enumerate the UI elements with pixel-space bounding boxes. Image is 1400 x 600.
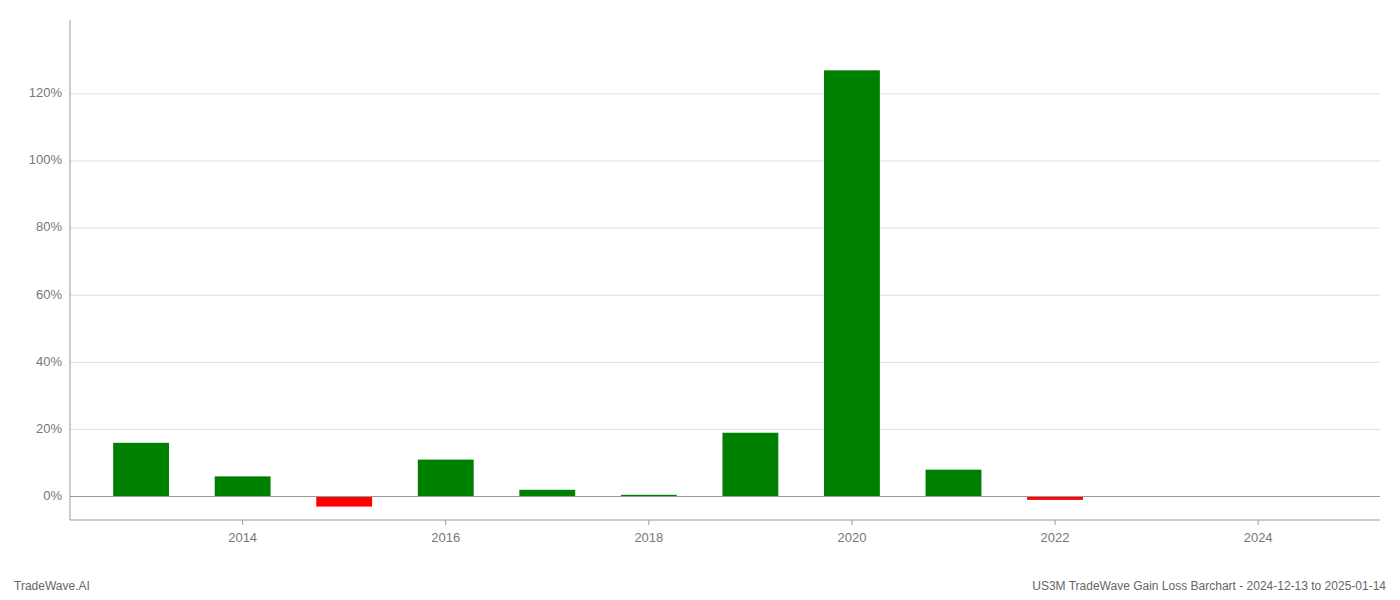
bar — [113, 443, 169, 497]
bar — [824, 70, 880, 496]
grid-line — [70, 496, 1380, 497]
y-tick-label: 60% — [36, 287, 62, 302]
x-tick — [242, 520, 243, 525]
x-tick-label: 2024 — [1244, 530, 1273, 545]
x-tick-label: 2016 — [431, 530, 460, 545]
grid-line — [70, 295, 1380, 296]
x-tick-label: 2018 — [634, 530, 663, 545]
grid-line — [70, 93, 1380, 94]
footer-left: TradeWave.AI — [14, 579, 90, 593]
grid-line — [70, 160, 1380, 161]
bar — [215, 476, 271, 496]
grid — [70, 94, 1380, 497]
bar — [418, 460, 474, 497]
y-tick-label: 40% — [36, 354, 62, 369]
y-axis-line — [70, 20, 71, 520]
y-tick-label: 100% — [29, 152, 63, 167]
zero-line — [70, 496, 1380, 497]
x-tick-label: 2022 — [1041, 530, 1070, 545]
grid-line — [70, 228, 1380, 229]
y-tick-label: 80% — [36, 219, 62, 234]
x-axis-line — [70, 519, 1380, 520]
x-tick-label: 2020 — [837, 530, 866, 545]
chart: 0%20%40%60%80%100%120%201420162018202020… — [0, 0, 1400, 600]
bar — [722, 433, 778, 497]
x-tick — [648, 520, 649, 525]
x-tick — [1258, 520, 1259, 525]
y-tick-label: 0% — [43, 488, 62, 503]
bar — [316, 497, 372, 507]
x-tick — [445, 520, 446, 525]
bars — [113, 70, 1083, 506]
grid-line — [70, 429, 1380, 430]
bar — [926, 470, 982, 497]
bar — [519, 490, 575, 497]
x-tick-label: 2014 — [228, 530, 257, 545]
x-tick — [1055, 520, 1056, 525]
footer-right: US3M TradeWave Gain Loss Barchart - 2024… — [1032, 579, 1386, 593]
x-axis: 2014 2016 2018 2020 2022 2024 — [70, 520, 1380, 545]
y-axis: 0% 20% 40% 60% 80% 100% 120% — [29, 20, 70, 520]
y-tick-label: 120% — [29, 85, 63, 100]
x-tick — [851, 520, 852, 525]
bar — [1027, 497, 1083, 500]
grid-line — [70, 362, 1380, 363]
y-tick-label: 20% — [36, 421, 62, 436]
